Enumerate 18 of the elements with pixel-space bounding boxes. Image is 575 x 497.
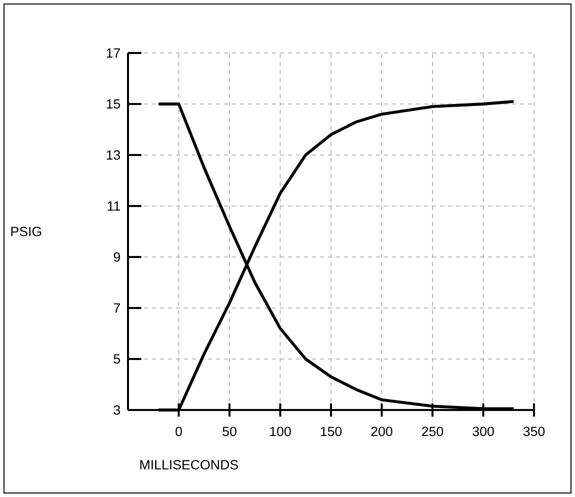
y-tick-label: 11	[108, 201, 120, 211]
x-tick-label: 350	[523, 426, 545, 436]
x-tick-label: 100	[270, 426, 291, 436]
y-tick-label: 5	[114, 354, 120, 364]
y-tick-label: 3	[114, 405, 120, 415]
x-tick-label: 200	[371, 426, 392, 436]
y-tick-label: 13	[106, 150, 120, 160]
x-tick-label: 0	[176, 426, 182, 436]
x-tick-label: 300	[472, 426, 494, 436]
x-tick-label: 150	[320, 426, 342, 436]
x-tick-label: 50	[222, 426, 236, 436]
y-tick-label: 15	[106, 99, 120, 109]
y-tick-label: 7	[114, 303, 120, 313]
y-tick-label: 9	[114, 252, 120, 262]
y-axis-title: PSIG	[11, 226, 42, 236]
x-axis-title: MILLISECONDS	[140, 460, 238, 470]
x-tick-label: 250	[422, 426, 444, 436]
y-tick-label: 17	[106, 48, 120, 58]
